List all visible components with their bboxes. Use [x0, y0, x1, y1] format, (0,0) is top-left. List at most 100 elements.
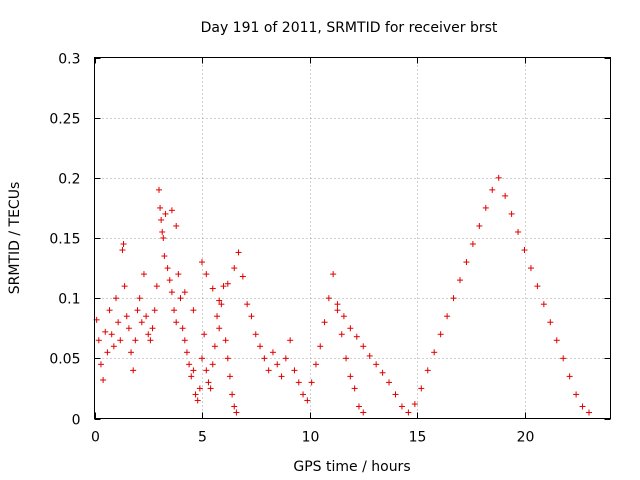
- y-tick-label: 0: [72, 413, 81, 429]
- data-point: [244, 301, 251, 308]
- data-point: [534, 283, 541, 290]
- data-point: [229, 391, 236, 398]
- data-point: [351, 385, 358, 392]
- data-point: [168, 289, 175, 296]
- data-point: [199, 259, 205, 266]
- data-point: [151, 307, 158, 314]
- data-point: [274, 361, 281, 368]
- data-point: [106, 307, 113, 314]
- data-point: [203, 367, 210, 374]
- data-point: [424, 367, 431, 374]
- data-point: [138, 319, 145, 326]
- data-point: [248, 313, 255, 320]
- data-point: [308, 379, 315, 386]
- data-point: [188, 373, 195, 380]
- data-point: [540, 301, 547, 308]
- data-point: [161, 253, 168, 260]
- data-point: [347, 373, 354, 380]
- data-point: [334, 301, 341, 308]
- y-axis-label: SRMTID / TECUs: [7, 182, 23, 295]
- data-point: [411, 401, 418, 408]
- data-point: [119, 247, 126, 254]
- data-point: [125, 325, 132, 332]
- data-point: [130, 367, 137, 374]
- y-tick-label: 0.05: [49, 352, 80, 368]
- data-point: [265, 367, 272, 374]
- data-point: [166, 277, 173, 284]
- x-axis-ticks: 0 5 10 15 20: [91, 57, 534, 446]
- data-point: [437, 331, 444, 338]
- x-tick-label: 15: [409, 430, 427, 446]
- data-point: [143, 313, 150, 320]
- data-point: [136, 295, 143, 302]
- data-point: [304, 397, 311, 404]
- data-point: [392, 391, 399, 398]
- data-point: [207, 385, 214, 392]
- data-point: [134, 307, 141, 314]
- data-point: [239, 273, 246, 280]
- data-point: [355, 403, 362, 410]
- data-point: [231, 265, 238, 272]
- data-point: [171, 307, 178, 314]
- data-point: [252, 331, 259, 338]
- data-point: [168, 207, 175, 214]
- data-point: [145, 331, 152, 338]
- data-point: [181, 337, 188, 344]
- data-point: [162, 210, 169, 217]
- data-point: [203, 271, 210, 278]
- data-point: [220, 283, 227, 290]
- data-point: [123, 313, 130, 320]
- data-point: [100, 376, 107, 383]
- data-point: [179, 325, 186, 332]
- data-point: [495, 174, 502, 181]
- data-point: [201, 331, 208, 338]
- data-point: [366, 352, 373, 359]
- data-point: [226, 373, 233, 380]
- data-point: [347, 325, 354, 332]
- x-tick-label: 5: [198, 430, 207, 446]
- data-point: [190, 307, 197, 314]
- data-point: [159, 228, 166, 235]
- data-point: [379, 369, 386, 376]
- data-point: [325, 295, 332, 302]
- data-point: [102, 328, 109, 335]
- data-point: [515, 228, 522, 235]
- data-point: [231, 403, 238, 410]
- chart-title: Day 191 of 2011, SRMTID for receiver brs…: [201, 20, 498, 36]
- data-point: [128, 349, 135, 356]
- data-point: [295, 379, 302, 386]
- data-point: [95, 337, 102, 344]
- y-tick-label: 0.1: [58, 292, 80, 308]
- data-point: [235, 249, 242, 256]
- data-point: [586, 409, 592, 416]
- data-point: [508, 210, 515, 217]
- data-point: [278, 373, 285, 380]
- y-axis-ticks: 0 0.05 0.1 0.15 0.2 0.25 0.3: [49, 52, 611, 429]
- data-point: [177, 295, 184, 302]
- data-point: [173, 222, 180, 229]
- data-point: [469, 241, 476, 248]
- data-point: [431, 349, 438, 356]
- data-point: [573, 391, 580, 398]
- data-point: [216, 325, 223, 332]
- data-point: [216, 297, 223, 304]
- data-point: [183, 349, 190, 356]
- data-point: [233, 409, 240, 416]
- data-point: [340, 313, 347, 320]
- data-point: [117, 337, 124, 344]
- data-point: [547, 319, 554, 326]
- data-point: [482, 204, 489, 211]
- data-point: [190, 367, 197, 374]
- data-point: [153, 283, 160, 290]
- data-point: [120, 241, 127, 248]
- data-point: [113, 295, 119, 302]
- data-point: [257, 343, 264, 350]
- data-point: [173, 319, 180, 326]
- plot-frame: [94, 57, 611, 419]
- data-point: [156, 186, 162, 193]
- data-point: [566, 373, 573, 380]
- data-point: [214, 313, 221, 320]
- data-point: [287, 337, 294, 344]
- data-point: [194, 397, 201, 404]
- data-point: [521, 247, 528, 254]
